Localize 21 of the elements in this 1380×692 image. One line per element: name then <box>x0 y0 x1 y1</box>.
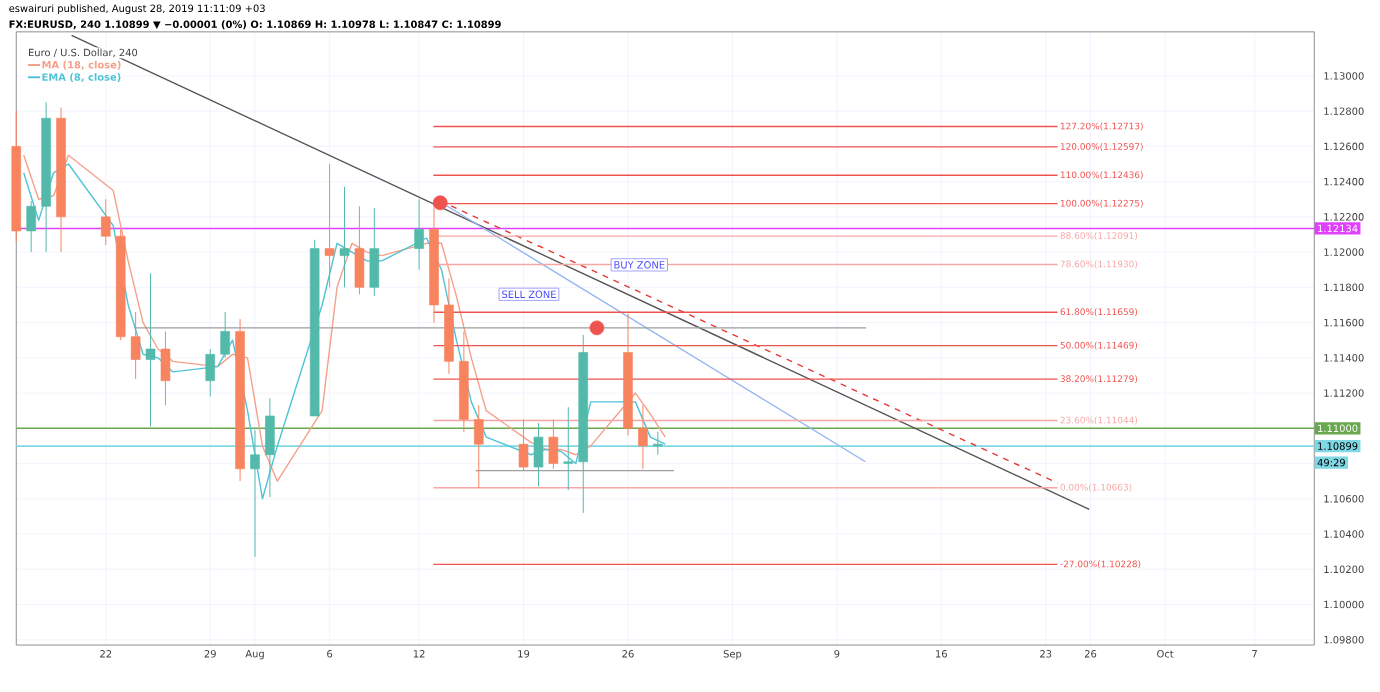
candlestick <box>220 311 230 358</box>
candlestick <box>250 429 260 558</box>
candlestick <box>160 330 171 406</box>
candlestick <box>339 186 350 288</box>
candlestick <box>205 348 215 397</box>
candlestick <box>369 207 380 297</box>
candlestick <box>324 163 335 288</box>
candlestick <box>414 198 424 270</box>
candlestick <box>145 272 156 427</box>
candlestick <box>533 422 544 487</box>
candlestick <box>563 406 574 491</box>
candlestick <box>548 418 559 469</box>
candlestick <box>265 397 275 498</box>
candlestick <box>354 205 365 295</box>
candlestick <box>130 311 141 380</box>
candlestick <box>101 198 111 246</box>
candlestick <box>474 404 484 489</box>
candlestick <box>653 430 663 455</box>
candlestick <box>518 418 529 471</box>
candlestick <box>638 404 648 469</box>
candlestick <box>26 200 36 253</box>
